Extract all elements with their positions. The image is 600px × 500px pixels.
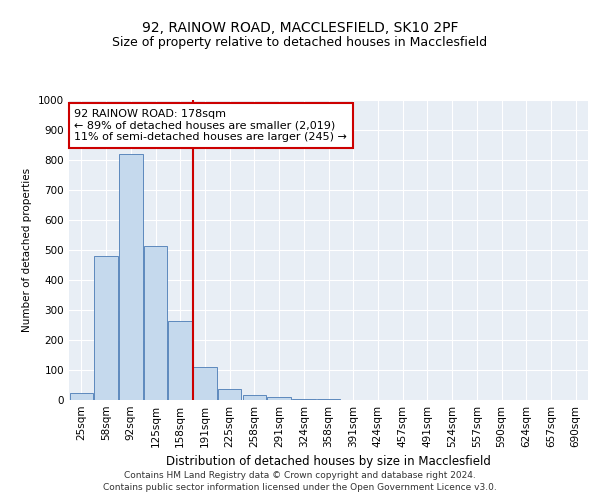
- X-axis label: Distribution of detached houses by size in Macclesfield: Distribution of detached houses by size …: [166, 456, 491, 468]
- Y-axis label: Number of detached properties: Number of detached properties: [22, 168, 32, 332]
- Bar: [218, 388, 241, 400]
- Bar: [94, 256, 118, 400]
- Bar: [193, 367, 217, 400]
- Bar: [242, 394, 266, 400]
- Text: 92 RAINOW ROAD: 178sqm
← 89% of detached houses are smaller (2,019)
11% of semi-: 92 RAINOW ROAD: 178sqm ← 89% of detached…: [74, 109, 347, 142]
- Bar: [169, 320, 192, 400]
- Text: Contains HM Land Registry data © Crown copyright and database right 2024.: Contains HM Land Registry data © Crown c…: [124, 472, 476, 480]
- Bar: [70, 392, 93, 400]
- Bar: [144, 246, 167, 400]
- Text: 92, RAINOW ROAD, MACCLESFIELD, SK10 2PF: 92, RAINOW ROAD, MACCLESFIELD, SK10 2PF: [142, 20, 458, 34]
- Bar: [119, 154, 143, 400]
- Bar: [292, 398, 316, 400]
- Text: Size of property relative to detached houses in Macclesfield: Size of property relative to detached ho…: [112, 36, 488, 49]
- Text: Contains public sector information licensed under the Open Government Licence v3: Contains public sector information licen…: [103, 483, 497, 492]
- Bar: [268, 397, 291, 400]
